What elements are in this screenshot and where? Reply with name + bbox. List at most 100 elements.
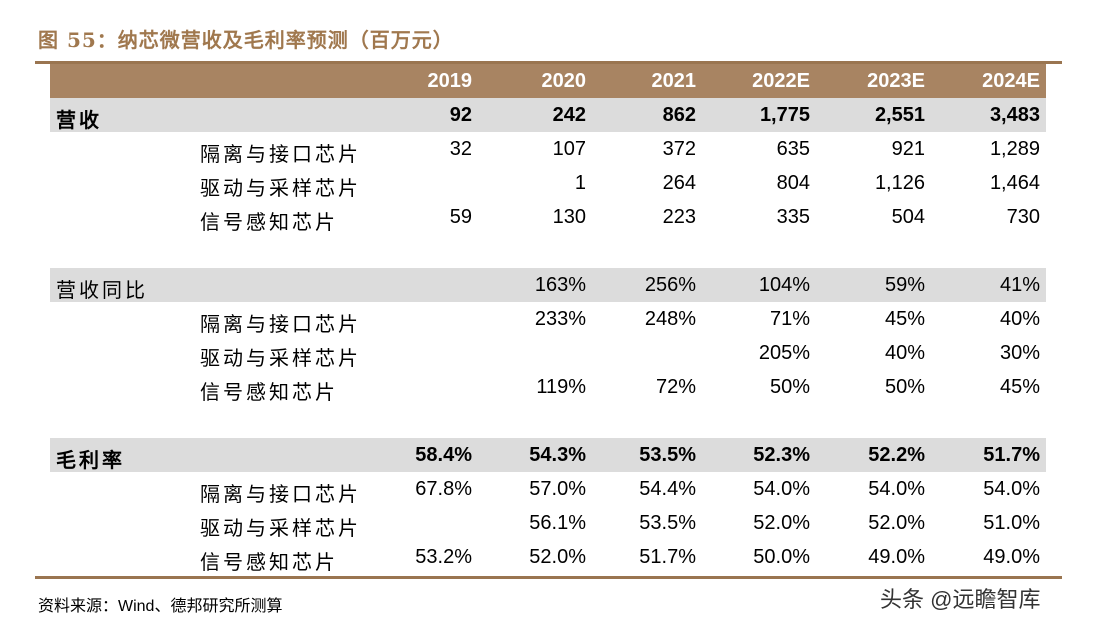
cell-value: 130 — [552, 206, 586, 228]
cell-value: 32 — [449, 138, 472, 160]
table-row: 隔离与接口芯片 32 107 372 635 921 1,289 — [50, 132, 1046, 166]
cell-value: 504 — [891, 206, 925, 228]
cell-value: 233% — [534, 308, 586, 330]
table-row: 营收同比 163% 256% 104% 59% 41% — [50, 268, 1046, 302]
cell-value: 41% — [999, 274, 1040, 296]
table-row: 信号感知芯片 119% 72% 50% 50% 45% — [50, 370, 1046, 404]
top-rule — [35, 61, 1062, 64]
cell-value: 57.0% — [529, 478, 586, 500]
cell-value: 54.0% — [753, 478, 810, 500]
cell-value: 264 — [662, 172, 696, 194]
cell-value: 59% — [884, 274, 925, 296]
cell-value: 2,551 — [874, 104, 925, 126]
cell-value: 52.3% — [753, 444, 810, 466]
cell-value: 52.0% — [529, 546, 586, 568]
cell-value: 50.0% — [753, 546, 810, 568]
cell-value: 54.4% — [639, 478, 696, 500]
cell-value: 804 — [776, 172, 810, 194]
col-header: 2024E — [982, 70, 1040, 92]
table-row: 营收 92 242 862 1,775 2,551 3,483 — [50, 98, 1046, 132]
row-label: 驱动与采样芯片 — [200, 348, 361, 370]
cell-value: 256% — [644, 274, 696, 296]
row-label: 隔离与接口芯片 — [200, 314, 361, 336]
cell-value: 71% — [769, 308, 810, 330]
cell-value: 51.0% — [983, 512, 1040, 534]
cell-value: 51.7% — [983, 444, 1040, 466]
cell-value: 53.5% — [639, 512, 696, 534]
watermark: 头条 @远瞻智库 — [880, 587, 1041, 612]
cell-value: 104% — [758, 274, 810, 296]
cell-value: 730 — [1006, 206, 1040, 228]
cell-value: 58.4% — [415, 444, 472, 466]
row-label: 隔离与接口芯片 — [200, 144, 361, 166]
cell-value: 1,775 — [759, 104, 810, 126]
cell-value: 50% — [769, 376, 810, 398]
cell-value: 119% — [536, 376, 586, 398]
col-header: 2020 — [541, 70, 587, 92]
cell-value: 59 — [449, 206, 472, 228]
table-row: 驱动与采样芯片 1 264 804 1,126 1,464 — [50, 166, 1046, 200]
row-label: 隔离与接口芯片 — [200, 484, 361, 506]
cell-value: 107 — [552, 138, 586, 160]
table-row: 驱动与采样芯片 56.1% 53.5% 52.0% 52.0% 51.0% — [50, 506, 1046, 540]
col-header: 2021 — [651, 70, 697, 92]
cell-value: 56.1% — [529, 512, 586, 534]
cell-value: 45% — [999, 376, 1040, 398]
cell-value: 45% — [884, 308, 925, 330]
cell-value: 248% — [644, 308, 696, 330]
cell-value: 3,483 — [989, 104, 1040, 126]
table-row: 毛利率 58.4% 54.3% 53.5% 52.3% 52.2% 51.7% — [50, 438, 1046, 472]
figure-title: 图 55：纳芯微营收及毛利率预测（百万元） — [38, 28, 454, 52]
cell-value: 1 — [574, 172, 586, 194]
cell-value: 54.3% — [529, 444, 586, 466]
cell-value: 335 — [776, 206, 810, 228]
cell-value: 51.7% — [639, 546, 696, 568]
cell-value: 49.0% — [868, 546, 925, 568]
col-header: 2022E — [752, 70, 810, 92]
cell-value: 1,126 — [874, 172, 925, 194]
cell-value: 49.0% — [983, 546, 1040, 568]
table-row: 信号感知芯片 59 130 223 335 504 730 — [50, 200, 1046, 234]
cell-value: 54.0% — [868, 478, 925, 500]
row-label: 毛利率 — [56, 450, 125, 472]
cell-value: 372 — [662, 138, 696, 160]
cell-value: 242 — [552, 104, 586, 126]
row-label: 信号感知芯片 — [200, 552, 338, 574]
cell-value: 53.2% — [415, 546, 472, 568]
table-header: 2019 2020 2021 2022E 2023E 2024E — [50, 64, 1046, 98]
row-label: 驱动与采样芯片 — [200, 518, 361, 540]
bottom-rule — [35, 576, 1062, 579]
cell-value: 1,289 — [989, 138, 1040, 160]
table-row: 驱动与采样芯片 205% 40% 30% — [50, 336, 1046, 370]
cell-value: 53.5% — [639, 444, 696, 466]
cell-value: 30% — [999, 342, 1040, 364]
source-note: 资料来源：Wind、德邦研究所测算 — [38, 598, 283, 615]
table-row: 信号感知芯片 53.2% 52.0% 51.7% 50.0% 49.0% 49.0% — [50, 540, 1046, 574]
table-row: 隔离与接口芯片 233% 248% 71% 45% 40% — [50, 302, 1046, 336]
col-header: 2023E — [867, 70, 925, 92]
cell-value: 54.0% — [983, 478, 1040, 500]
cell-value: 635 — [776, 138, 810, 160]
cell-value: 1,464 — [989, 172, 1040, 194]
cell-value: 862 — [662, 104, 696, 126]
cell-value: 223 — [662, 206, 696, 228]
cell-value: 921 — [891, 138, 925, 160]
row-label: 营收同比 — [56, 280, 148, 302]
col-header: 2019 — [427, 70, 473, 92]
cell-value: 67.8% — [415, 478, 472, 500]
row-label: 驱动与采样芯片 — [200, 178, 361, 200]
row-label: 营收 — [56, 110, 102, 132]
cell-value: 72% — [655, 376, 696, 398]
cell-value: 205% — [758, 342, 810, 364]
cell-value: 52.0% — [868, 512, 925, 534]
cell-value: 50% — [884, 376, 925, 398]
cell-value: 163% — [534, 274, 586, 296]
cell-value: 52.0% — [753, 512, 810, 534]
row-label: 信号感知芯片 — [200, 382, 338, 404]
cell-value: 40% — [884, 342, 925, 364]
row-label: 信号感知芯片 — [200, 212, 338, 234]
cell-value: 92 — [449, 104, 472, 126]
table-row: 隔离与接口芯片 67.8% 57.0% 54.4% 54.0% 54.0% 54.0% — [50, 472, 1046, 506]
cell-value: 52.2% — [868, 444, 925, 466]
cell-value: 40% — [999, 308, 1040, 330]
